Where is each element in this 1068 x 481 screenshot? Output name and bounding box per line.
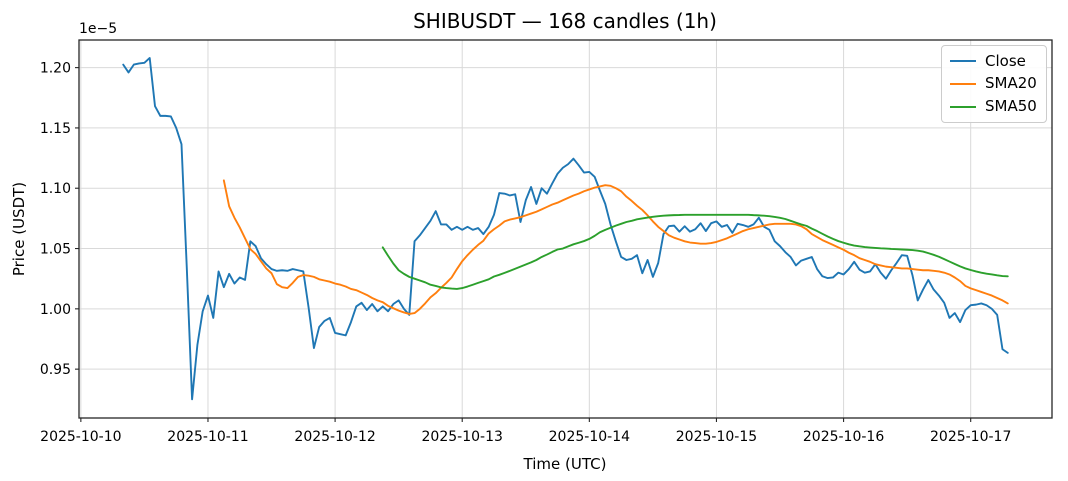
chart-title: SHIBUSDT — 168 candles (1h) [413,9,717,33]
legend-entry-sma20: SMA20 [950,76,1038,91]
plot-border [78,39,1053,419]
y-tick-label: 1.20 [40,61,71,77]
x-tick-label: 2025-10-13 [422,429,503,445]
sma50-line-swatch [950,105,976,108]
y-tick-label: 1.00 [40,302,71,318]
legend-label-close: Close [985,51,1026,70]
series-line-sma50 [381,213,1009,290]
x-tick-label: 2025-10-10 [40,429,121,445]
x-axis-label: Time (UTC) [523,455,607,473]
legend-entry-sma50: SMA50 [950,99,1038,114]
legend-label-sma20: SMA20 [985,74,1037,93]
legend: Close SMA20 SMA50 [941,45,1047,123]
grid-lines [79,40,1052,418]
y-tick-label: 0.95 [40,362,71,378]
y-tick-label: 1.15 [40,121,71,137]
y-axis-label: Price (USDT) [10,182,28,276]
series-line-close [122,57,1009,401]
x-tick-label: 2025-10-16 [803,429,884,445]
x-tick-label: 2025-10-11 [167,429,248,445]
y-tick-label: 1.10 [40,181,71,197]
sma20-line-swatch [950,82,976,85]
x-tick-label: 2025-10-15 [676,429,757,445]
y-tick-label: 1.05 [40,242,71,258]
x-tick-label: 2025-10-17 [930,429,1011,445]
x-tick-label: 2025-10-14 [549,429,630,445]
axis-ticks: 2025-10-10 2025-10-11 2025-10-12 2025-10-13… [40,61,1012,445]
y-axis-offset-label: 1e−5 [79,21,117,37]
legend-label-sma50: SMA50 [985,97,1037,116]
x-tick-label: 2025-10-12 [294,429,375,445]
series-line-sma20 [222,179,1009,315]
chart-series [122,57,1009,401]
close-line-swatch [950,60,976,63]
axes-frame [78,39,1053,419]
legend-entry-close: Close [950,51,1038,70]
